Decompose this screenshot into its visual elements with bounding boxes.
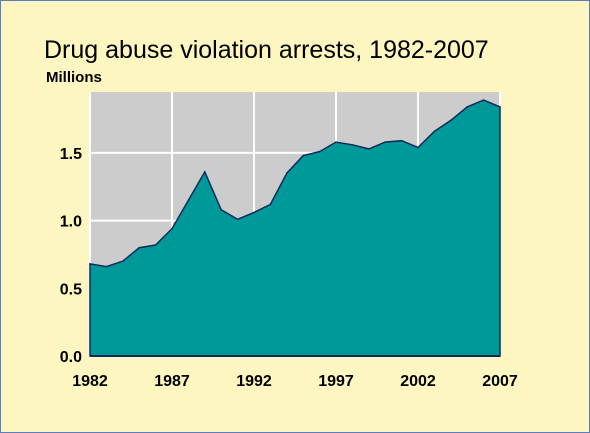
y-axis-unit-label: Millions <box>46 69 102 86</box>
x-tick-label-2002: 2002 <box>400 373 436 390</box>
x-tick-label-1987: 1987 <box>154 373 190 390</box>
x-axis-ticks: 1982 1987 1992 1997 2002 2007 <box>72 373 518 390</box>
x-tick-label-1982: 1982 <box>72 373 108 390</box>
data-point-1994 <box>286 172 288 175</box>
data-point-1985 <box>138 246 140 249</box>
y-tick-label-1.5: 1.5 <box>60 146 82 163</box>
data-point-1990 <box>220 208 222 211</box>
data-point-1983 <box>105 265 108 268</box>
data-point-2005 <box>466 106 469 108</box>
data-point-1991 <box>236 218 239 221</box>
y-tick-label-0.0: 0.0 <box>60 349 82 366</box>
data-point-2003 <box>433 130 436 133</box>
data-point-1999 <box>368 148 370 150</box>
x-tick-label-1992: 1992 <box>236 373 272 390</box>
y-tick-label-1.0: 1.0 <box>60 214 82 231</box>
data-point-1987 <box>171 227 173 230</box>
data-point-1984 <box>122 260 124 263</box>
data-points <box>89 99 501 268</box>
data-point-2006 <box>482 99 485 101</box>
data-point-1992 <box>253 211 255 214</box>
data-point-2007 <box>499 106 501 108</box>
data-point-1982 <box>89 263 91 265</box>
data-point-2004 <box>450 119 452 122</box>
data-point-1989 <box>204 171 206 173</box>
data-point-1998 <box>351 144 354 146</box>
data-point-1996 <box>318 150 321 153</box>
data-point-2000 <box>384 141 387 143</box>
data-point-2002 <box>417 146 419 149</box>
x-tick-label-2007: 2007 <box>482 373 518 390</box>
data-point-1997 <box>335 141 337 143</box>
chart-title: Drug abuse violation arrests, 1982-2007 <box>44 36 489 64</box>
y-axis-ticks: 0.0 0.5 1.0 1.5 <box>60 146 82 366</box>
x-tick-label-1997: 1997 <box>318 373 354 390</box>
data-point-1993 <box>269 203 272 206</box>
data-point-2001 <box>400 139 403 142</box>
y-tick-label-0.5: 0.5 <box>60 281 82 298</box>
data-point-1986 <box>154 244 157 246</box>
data-point-1995 <box>302 154 305 157</box>
data-point-1988 <box>187 199 190 202</box>
